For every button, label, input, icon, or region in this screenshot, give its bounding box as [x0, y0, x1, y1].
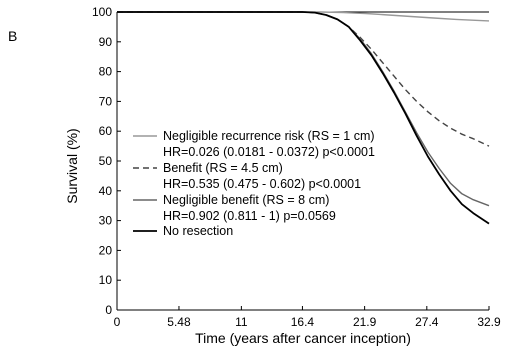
y-tick-label: 40 — [99, 184, 113, 198]
legend-label: Benefit (RS = 4.5 cm) — [163, 161, 283, 175]
legend-label: Negligible benefit (RS = 8 cm) — [163, 193, 329, 207]
legend-stat: HR=0.535 (0.475 - 0.602) p<0.0001 — [163, 177, 361, 191]
legend-item-negligible-benefit: Negligible benefit (RS = 8 cm) HR=0.902 (… — [133, 193, 336, 223]
legend-item-benefit: Benefit (RS = 4.5 cm) HR=0.535 (0.475 - 0… — [133, 161, 361, 191]
series-lines — [117, 11, 490, 225]
x-axis-label: Time (years after cancer inception) — [195, 330, 411, 346]
x-tick-label: 5.48 — [167, 315, 191, 329]
y-tick-label: 80 — [99, 65, 113, 79]
y-tick-label: 60 — [99, 124, 113, 138]
y-tick-label: 50 — [99, 154, 113, 168]
legend-label: No resection — [163, 224, 233, 238]
y-tick-label: 100 — [92, 5, 112, 19]
legend-item-no-resection: No resection — [133, 224, 233, 238]
y-tick-label: 0 — [105, 303, 112, 317]
x-tick-label: 27.4 — [415, 315, 439, 329]
panel-label: B — [8, 28, 17, 44]
legend-label: Negligible recurrence risk (RS = 1 cm) — [163, 129, 375, 143]
series-line-no-resection — [117, 11, 490, 225]
x-tick-label: 32.9 — [477, 315, 501, 329]
legend-stat: HR=0.902 (0.811 - 1) p=0.0569 — [163, 209, 336, 223]
y-tick-label: 90 — [99, 35, 113, 49]
y-tick-label: 10 — [99, 273, 113, 287]
legend-stat: HR=0.026 (0.0181 - 0.0372) p<0.0001 — [163, 145, 375, 159]
y-tick-label: 30 — [99, 214, 113, 228]
x-tick-label: 0 — [114, 315, 121, 329]
y-tick-label: 70 — [99, 94, 113, 108]
axes: 0 10 20 30 40 50 60 70 80 90 100 0 5.48 11 16.4 21.9 27.… — [92, 5, 501, 329]
series-line-benefit — [117, 11, 490, 147]
x-tick-label: 16.4 — [291, 315, 315, 329]
legend: Negligible recurrence risk (RS = 1 cm) HR… — [133, 129, 375, 238]
y-tick-label: 20 — [99, 243, 113, 257]
y-axis-label: Survival (%) — [64, 128, 80, 203]
series-line-negligible-recurrence-risk — [117, 11, 490, 22]
x-tick-label: 11 — [235, 315, 248, 329]
x-tick-label: 21.9 — [353, 315, 377, 329]
legend-item-negligible-recurrence-risk: Negligible recurrence risk (RS = 1 cm) HR… — [133, 129, 375, 159]
